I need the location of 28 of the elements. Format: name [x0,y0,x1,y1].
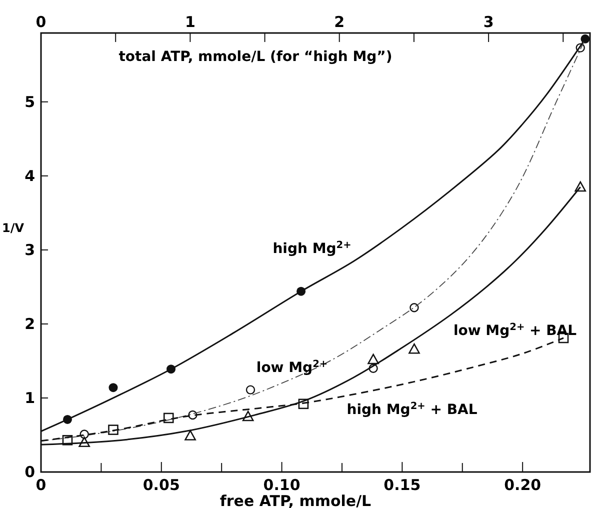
point [108,383,118,392]
annotation: low Mg$^{2+}$ [256,358,328,376]
y-tick-label: 5 [24,92,35,111]
point [246,385,256,394]
y-tick-label: 1 [24,388,35,407]
x2-tick-label: 0 [36,13,46,31]
annotation: high Mg$^{2+}$ [272,240,352,257]
point [410,303,419,312]
y-axis-title: 1/V [2,221,25,235]
point [408,343,420,354]
x-tick-label: 0.10 [263,476,300,494]
x-axis-title: free ATP, mmole/L [220,492,372,508]
x-tick-label: 0.20 [504,476,542,494]
y-tick-label: 2 [24,314,35,333]
x-tick-label: 0 [36,476,46,494]
point [368,354,379,364]
y-tick-label: 0 [24,463,35,481]
annotation: low Mg$^{2+}$ + BAL [453,322,577,339]
x2-tick-label: 2 [334,13,345,31]
x-tick-label: 0.15 [384,476,421,494]
x2-axis-title: total ATP, mmole/L (for “high Mg”) [118,49,392,65]
y-tick-label: 3 [24,240,35,259]
x2-tick-label: 1 [184,13,196,31]
y-tick-label: 4 [24,166,35,185]
point [184,430,196,440]
annotation: high Mg$^{2+}$ + BAL [346,400,478,418]
x-tick-label: 0.05 [142,476,180,494]
x2-tick-label: 3 [483,13,494,31]
